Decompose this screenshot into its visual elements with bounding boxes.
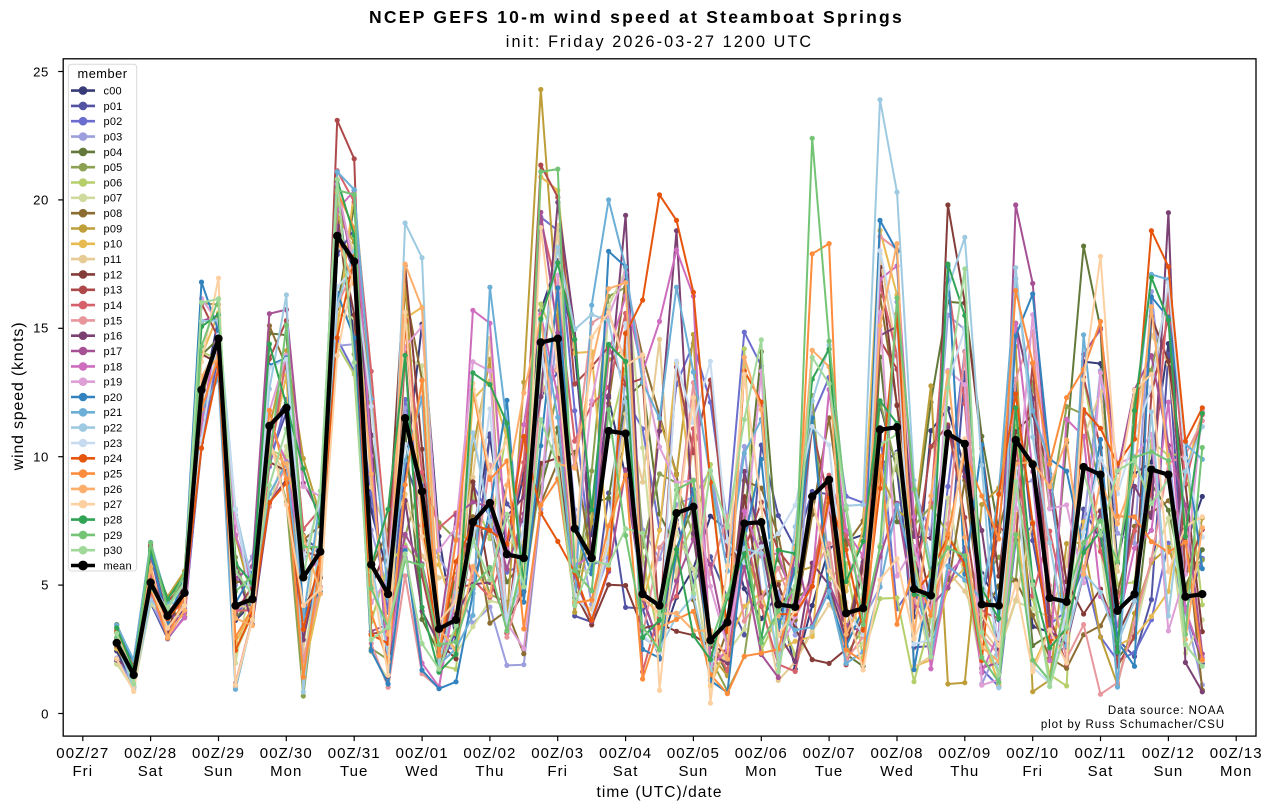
svg-text:p08: p08 xyxy=(104,208,123,220)
svg-text:p27: p27 xyxy=(104,499,123,511)
svg-text:p30: p30 xyxy=(104,545,123,557)
svg-text:p28: p28 xyxy=(104,515,123,527)
svg-text:p17: p17 xyxy=(104,346,123,358)
svg-text:p02: p02 xyxy=(104,116,123,128)
svg-text:p25: p25 xyxy=(104,469,123,481)
svg-text:p05: p05 xyxy=(104,162,123,174)
svg-text:p16: p16 xyxy=(104,331,123,343)
svg-text:p14: p14 xyxy=(104,300,123,312)
svg-text:p18: p18 xyxy=(104,361,123,373)
svg-text:p10: p10 xyxy=(104,239,123,251)
svg-text:p09: p09 xyxy=(104,223,123,235)
svg-text:p23: p23 xyxy=(104,438,123,450)
svg-text:p04: p04 xyxy=(104,147,123,159)
svg-text:c00: c00 xyxy=(104,86,122,98)
svg-text:p06: p06 xyxy=(104,177,123,189)
svg-text:p11: p11 xyxy=(104,254,122,266)
svg-text:p15: p15 xyxy=(104,315,123,327)
svg-text:mean: mean xyxy=(104,560,132,572)
svg-text:p22: p22 xyxy=(104,423,123,435)
svg-text:p24: p24 xyxy=(104,453,123,465)
svg-text:p20: p20 xyxy=(104,392,123,404)
svg-text:p01: p01 xyxy=(104,101,123,113)
svg-text:p07: p07 xyxy=(104,193,123,205)
svg-text:p12: p12 xyxy=(104,269,123,281)
svg-text:p29: p29 xyxy=(104,530,123,542)
svg-text:p03: p03 xyxy=(104,132,123,144)
svg-text:p13: p13 xyxy=(104,285,123,297)
svg-text:member: member xyxy=(78,66,128,81)
svg-text:p21: p21 xyxy=(104,407,123,419)
svg-text:p26: p26 xyxy=(104,484,123,496)
svg-text:p19: p19 xyxy=(104,377,123,389)
